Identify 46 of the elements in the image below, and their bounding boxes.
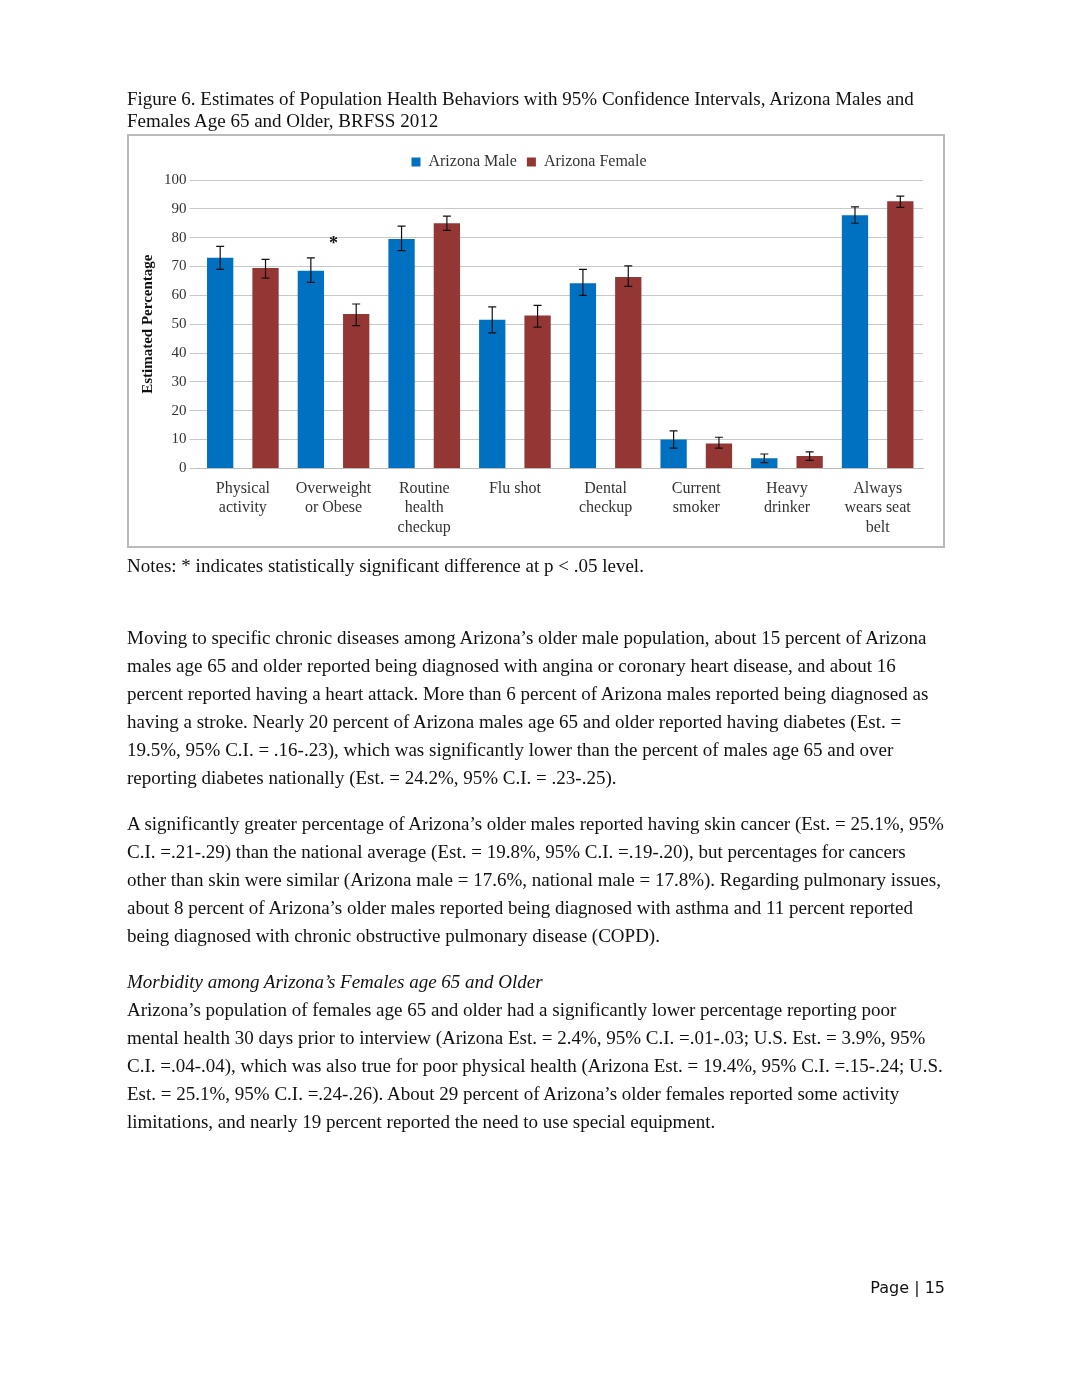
text: Notes: * indicates statistically significant difference at p < .05 level. bbox=[127, 554, 645, 578]
bar bbox=[887, 201, 914, 468]
bar bbox=[705, 443, 733, 468]
bar bbox=[388, 239, 415, 468]
text: Moving to specific chronic diseases among Arizona’s older male population, about 15 percent of Arizona males age 65 and older reported being diagnosed with angina or coronary heart disease, and about 16 percent reported having a heart attack. More than 6 percent of Arizona males reported being diagnosed as having a stroke. Nearly 20 percent of Arizona males age 65 and older reported having diabetes (Est. = 19.5%, 95% C.I. = .16-.23), which was significantly lower than the percent of males age 65 and over reporting diabetes nationally (Est. = 24.2%, 95% C.I. = .23-.25). bbox=[127, 626, 930, 790]
bar bbox=[615, 276, 642, 468]
y-axis-title: Estimated Percentage bbox=[138, 254, 155, 394]
y-tick-label: 80 bbox=[171, 228, 187, 245]
y-tick-label: 50 bbox=[171, 315, 187, 332]
bar bbox=[524, 315, 551, 468]
x-tick-label: Heavy drinker bbox=[763, 479, 811, 516]
chart-title: Figure 6. Estimates of Population Health Behaviors with 95% Confidence Intervals, Arizona Males and Females Age 65 and Older, BRFSS 2012 bbox=[127, 88, 915, 132]
text: A significantly greater percentage of Arizona’s older males reported having skin cancer (Est. = 25.1%, 95% C.I. =.21-.29) than the national average (Est. = 19.8%, 95% C.I. =.19-.20), but percentages for cancers other than skin were similar (Arizona male = 17.6%, national male = 17.8%). Regarding pulmonary issues, about 8 percent of Arizona’s older males reported being diagnosed with asthma and 11 percent reported being diagnosed with chronic obstructive pulmonary disease (COPD). bbox=[127, 812, 945, 948]
bar bbox=[660, 439, 687, 468]
x-tick-label: Routine health checkup bbox=[397, 479, 451, 536]
legend-label: Arizona Female bbox=[543, 152, 647, 170]
y-tick-label: 70 bbox=[171, 257, 187, 274]
legend-label: Arizona Male bbox=[428, 152, 517, 170]
text: Morbidity among Arizona’s Females age 65 and Older bbox=[127, 970, 544, 994]
bar bbox=[433, 223, 461, 468]
bar bbox=[841, 215, 869, 468]
bar bbox=[479, 319, 506, 468]
y-tick-label: 90 bbox=[171, 199, 187, 216]
text: Arizona’s population of females age 65 and older had a significantly lower percentage reporting poor mental health 30 days prior to interview (Arizona Est. = 2.4%, 95% C.I. =.01-.03; U.S. Est. = 3.9%, 95% C.I. =.04-.04), which was also true for poor physical health (Arizona Est. = 19.4%, 95% C.I. =.15-.24; U.S. Est. = 25.1%, 95% C.I. =.24-.26). About 29 percent of Arizona’s older females reported some activity limitations, and nearly 19 percent reported the need to use special equipment. bbox=[127, 998, 944, 1134]
bar bbox=[207, 257, 234, 468]
y-tick-label: 30 bbox=[171, 372, 187, 389]
x-tick-label: Always wears seat belt bbox=[844, 479, 912, 535]
x-tick-label: Current smoker bbox=[671, 479, 722, 516]
y-tick-label: 20 bbox=[171, 401, 187, 418]
text: Page | 15 bbox=[870, 1278, 945, 1297]
y-tick-label: 0 bbox=[179, 459, 187, 476]
x-tick-label: Physical activity bbox=[215, 479, 271, 517]
y-tick-label: 40 bbox=[171, 343, 187, 360]
bar bbox=[796, 456, 823, 468]
y-tick-label: 10 bbox=[171, 430, 187, 447]
y-tick-label: 100 bbox=[164, 170, 187, 187]
bar bbox=[569, 283, 597, 468]
bar bbox=[343, 314, 370, 468]
bar bbox=[751, 458, 778, 468]
x-tick-label: Dental checkup bbox=[578, 479, 633, 517]
annotation: * bbox=[329, 232, 339, 253]
y-tick-label: 60 bbox=[171, 286, 187, 303]
bar bbox=[297, 270, 325, 468]
bar bbox=[252, 267, 279, 468]
x-tick-label: Flu shot bbox=[488, 479, 542, 497]
x-tick-label: Overweight or Obese bbox=[295, 479, 372, 516]
